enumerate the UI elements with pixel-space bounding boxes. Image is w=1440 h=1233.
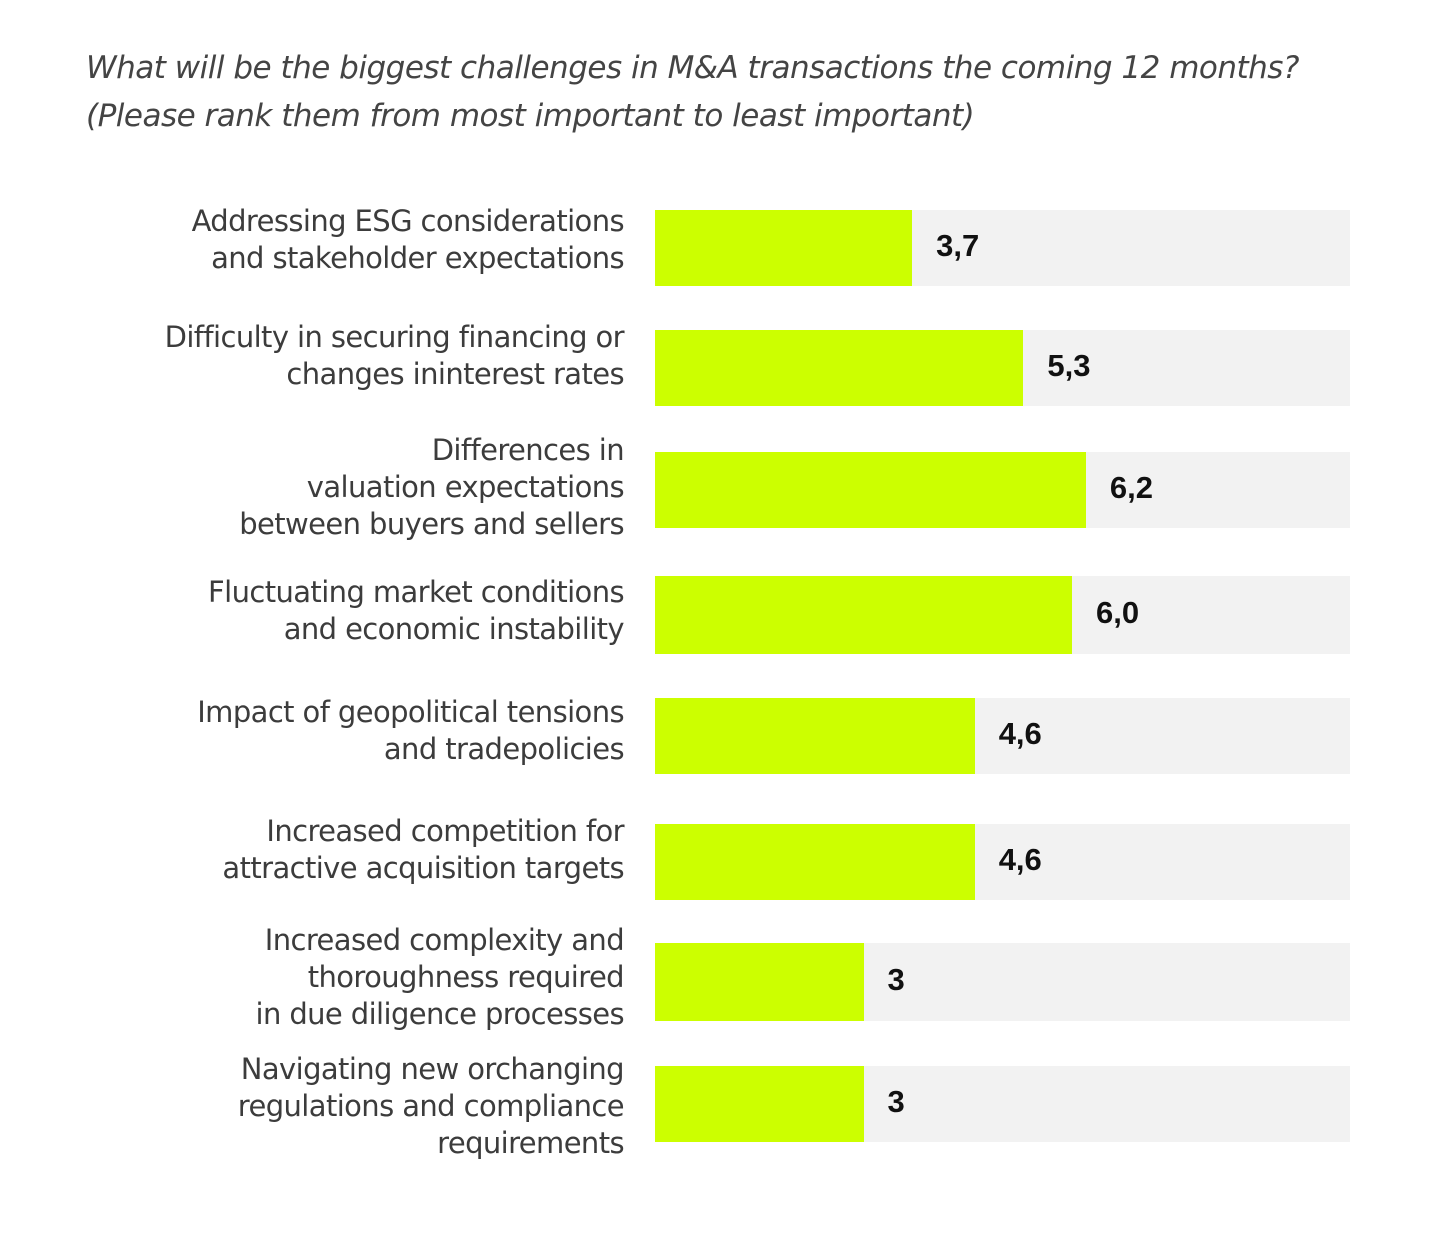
category-label: Impact of geopolitical tensions and trade… (104, 694, 624, 768)
bar (655, 943, 864, 1021)
value-label: 5,3 (1047, 348, 1091, 383)
category-label-line: Increased complexity and (264, 923, 625, 957)
category-label-line: attractive acquisition targets (222, 851, 624, 885)
category-label-line: Navigating new orchanging (240, 1052, 625, 1086)
chart-title: What will be the biggest challenges in M… (86, 44, 1406, 140)
value-label: 4,6 (998, 842, 1042, 877)
bar-track (655, 1066, 1350, 1142)
title-line-2: (Please rank them from most important to… (86, 98, 975, 134)
value-label: 3,7 (936, 228, 980, 263)
bar (655, 576, 1072, 654)
category-label: Differences in valuation expectations betw… (104, 432, 624, 543)
category-label-line: Fluctuating market conditions (208, 575, 625, 609)
value-label: 3 (887, 962, 905, 997)
bar-track (655, 452, 1350, 528)
category-label-line: between buyers and sellers (239, 507, 624, 541)
bar (655, 330, 1024, 406)
category-label: Difficulty in securing financing or chang… (104, 319, 625, 393)
bar-track (655, 576, 1350, 654)
value-label: 6,0 (1096, 595, 1140, 630)
category-label-line: Difficulty in securing financing or (164, 320, 625, 354)
bar (655, 824, 975, 900)
category-label-line: Addressing ESG considerations (191, 204, 625, 238)
category-label-line: and stakeholder expectations (211, 241, 624, 275)
bar (655, 210, 913, 286)
bar-track (655, 824, 1350, 900)
category-label-line: regulations and compliance (237, 1089, 625, 1123)
category-label: Increased complexity and thoroughness req… (104, 922, 624, 1033)
bar-track (655, 943, 1350, 1021)
bar (655, 452, 1086, 528)
category-label: Fluctuating market conditions and economi… (104, 574, 625, 648)
category-label: Addressing ESG considerations and stakeho… (104, 203, 625, 277)
value-label: 6,2 (1109, 470, 1153, 505)
category-label-line: requirements (437, 1126, 624, 1160)
category-label-line: valuation expectations (306, 470, 625, 504)
value-label: 3 (887, 1084, 905, 1119)
bar (655, 698, 975, 774)
bar-track (655, 698, 1350, 774)
category-label-line: in due diligence processes (255, 997, 624, 1031)
category-label-line: changes ininterest rates (286, 357, 624, 391)
category-label-line: thoroughness required (307, 960, 625, 994)
category-label: Increased competition for attractive acqu… (104, 813, 624, 887)
category-label-line: and tradepolicies (383, 732, 625, 766)
category-label-line: Impact of geopolitical tensions (197, 695, 624, 729)
bar-track (655, 210, 1350, 286)
category-label: Navigating new orchanging regulations and… (104, 1051, 625, 1162)
bar (655, 1066, 864, 1142)
bar-track (655, 330, 1350, 406)
category-label-line: and economic instability (283, 612, 625, 646)
category-label-line: Increased competition for (266, 814, 624, 848)
value-label: 4,6 (998, 716, 1042, 751)
category-label-line: Differences in (431, 433, 625, 467)
title-line-1: What will be the biggest challenges in M… (86, 50, 1299, 86)
